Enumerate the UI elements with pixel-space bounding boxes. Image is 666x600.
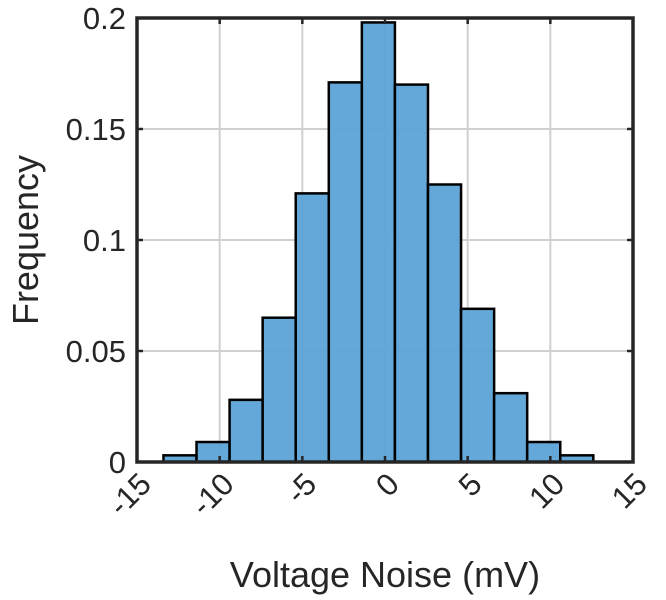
- histogram-bar: [459, 307, 496, 464]
- histogram-bar: [228, 398, 264, 464]
- x-tick-label: 10: [522, 466, 571, 515]
- y-tick-label: 0.2: [83, 1, 126, 36]
- y-tick-label: 0.15: [66, 112, 126, 147]
- y-tick-label: 0: [109, 445, 126, 480]
- y-axis-ticks: 0 0.05 0.1 0.15 0.2: [66, 1, 633, 480]
- y-tick-label: 0.1: [83, 223, 126, 258]
- histogram-bar: [327, 81, 364, 464]
- x-tick-label: 15: [605, 466, 654, 515]
- histogram-bar: [195, 440, 231, 464]
- x-tick-label: -5: [279, 466, 323, 510]
- histogram-bar: [294, 192, 331, 464]
- histogram-bar: [360, 21, 397, 464]
- x-axis-title: Voltage Noise (mV): [230, 554, 540, 595]
- histogram-bars: [162, 21, 595, 464]
- histogram-bar: [426, 183, 463, 464]
- histogram-bar: [261, 316, 297, 464]
- histogram-bar: [492, 391, 529, 464]
- y-axis-title: Frequency: [5, 155, 46, 325]
- x-tick-label: -10: [184, 466, 240, 522]
- y-tick-label: 0.05: [66, 334, 126, 369]
- x-tick-label: 0: [369, 466, 406, 503]
- histogram-bar: [393, 83, 430, 464]
- x-tick-label: 5: [452, 466, 489, 503]
- histogram-bar: [525, 440, 562, 464]
